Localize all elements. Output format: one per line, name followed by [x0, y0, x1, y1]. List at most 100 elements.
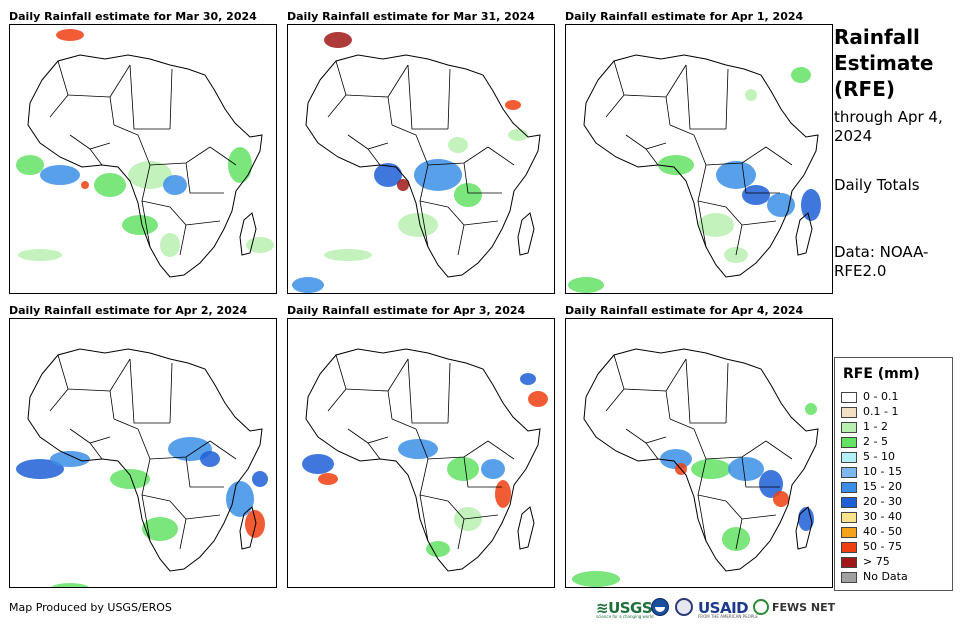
- map-panel-mar30: Daily Rainfall estimate for Mar 30, 2024: [9, 10, 277, 294]
- rainfall-blob: [773, 491, 789, 507]
- rainfall-blob: [505, 100, 521, 110]
- legend-label: 30 - 40: [863, 510, 902, 523]
- rainfall-blob: [698, 213, 734, 237]
- legend-label: 1 - 2: [863, 420, 888, 433]
- legend-label: 10 - 15: [863, 465, 902, 478]
- rainfall-blob: [292, 277, 324, 293]
- legend-swatch: [841, 391, 857, 403]
- madagascar-outline: [795, 506, 813, 550]
- rainfall-blob: [40, 165, 80, 185]
- country-border: [109, 358, 131, 392]
- madagascar-outline: [517, 212, 535, 256]
- country-border: [665, 64, 687, 98]
- rainfall-blob: [658, 155, 694, 175]
- country-border: [725, 68, 729, 130]
- africa-land: [584, 55, 818, 277]
- rainfall-blob: [398, 213, 438, 237]
- rainfall-blob: [414, 159, 462, 191]
- madagascar-outline: [517, 506, 535, 550]
- country-border: [685, 358, 726, 424]
- country-border: [391, 124, 429, 166]
- legend-item: 2 - 5: [841, 435, 888, 449]
- usaid-tagline: FROM THE AMERICAN PEOPLE: [698, 614, 758, 619]
- legend-label: 50 - 75: [863, 540, 902, 553]
- country-border: [129, 358, 170, 424]
- usaid-logo: USAID: [698, 599, 749, 617]
- coastline: [27, 348, 263, 572]
- legend-item: 30 - 40: [841, 510, 902, 524]
- country-border: [169, 68, 173, 130]
- country-border: [185, 456, 224, 488]
- panel-title: Daily Rainfall estimate for Apr 4, 2024: [565, 304, 804, 317]
- rainfall-blob: [745, 89, 757, 101]
- rainfall-blob: [122, 215, 158, 235]
- country-border: [185, 162, 224, 194]
- madagascar-outline: [795, 212, 813, 256]
- rainfall-blob: [508, 129, 528, 141]
- country-border: [109, 64, 131, 98]
- country-border: [141, 200, 151, 248]
- rainfall-blob: [568, 277, 604, 293]
- country-border: [697, 494, 707, 542]
- country-border: [463, 514, 499, 520]
- country-border: [391, 418, 429, 460]
- africa-land: [306, 349, 540, 571]
- country-border: [387, 64, 409, 98]
- country-border: [447, 68, 451, 130]
- country-border: [419, 494, 429, 542]
- rainfall-map: [9, 24, 277, 294]
- legend-item: 15 - 20: [841, 480, 902, 494]
- country-border: [419, 200, 429, 248]
- rainfall-map: [565, 318, 833, 588]
- legend-swatch: [841, 436, 857, 448]
- africa-map: [16, 348, 268, 587]
- africa-map: [568, 54, 821, 293]
- map-panel-apr3: Daily Rainfall estimate for Apr 3, 2024: [287, 304, 555, 588]
- legend-item: 5 - 10: [841, 450, 895, 464]
- rainfall-blob: [528, 391, 548, 407]
- rainfall-blob: [50, 451, 90, 467]
- legend-item: 40 - 50: [841, 525, 902, 539]
- rainfall-map: [565, 24, 833, 294]
- legend-label: 20 - 30: [863, 495, 902, 508]
- rainfall-blob: [110, 469, 150, 489]
- country-border: [669, 124, 707, 166]
- rainfall-blob: [426, 541, 450, 557]
- legend-label: 15 - 20: [863, 480, 902, 493]
- rainfall-blob: [18, 249, 62, 261]
- agency-logos: ≋USGS science for a changing world USAID…: [596, 597, 835, 619]
- rainfall-blob: [142, 517, 178, 541]
- rainfall-blob: [302, 454, 334, 474]
- rainfall-blob: [318, 473, 338, 485]
- rainfall-blob: [801, 189, 821, 221]
- main-title: Rainfall Estimate (RFE): [834, 25, 934, 101]
- country-border: [645, 442, 659, 460]
- country-border: [141, 494, 151, 542]
- legend-label: 0.1 - 1: [863, 405, 899, 418]
- country-border: [367, 148, 381, 166]
- legend-label: 40 - 50: [863, 525, 902, 538]
- legend-swatch: [841, 526, 857, 538]
- legend: RFE (mm) 0 - 0.1 0.1 - 1 1 - 2 2 - 5 5 - 10 1…: [834, 357, 953, 591]
- rainfall-blob: [168, 437, 212, 461]
- africa-land: [28, 349, 262, 571]
- country-border: [685, 64, 726, 130]
- legend-item: 0.1 - 1: [841, 405, 898, 419]
- country-border: [725, 362, 729, 424]
- country-border: [113, 124, 151, 166]
- rainfall-blob: [163, 175, 187, 195]
- rainfall-blob: [228, 147, 252, 183]
- period-label: Daily Totals: [834, 176, 920, 194]
- legend-swatch: [841, 541, 857, 553]
- rainfall-blob: [798, 507, 814, 531]
- legend-swatch: [841, 466, 857, 478]
- country-border: [407, 64, 448, 130]
- legend-swatch: [841, 496, 857, 508]
- panel-title: Daily Rainfall estimate for Apr 2, 2024: [9, 304, 248, 317]
- rainfall-blob: [16, 459, 64, 479]
- panel-title: Daily Rainfall estimate for Apr 3, 2024: [287, 304, 526, 317]
- rainfall-blob: [722, 527, 750, 551]
- coastline: [305, 348, 541, 572]
- country-border: [169, 362, 173, 424]
- country-border: [463, 456, 502, 488]
